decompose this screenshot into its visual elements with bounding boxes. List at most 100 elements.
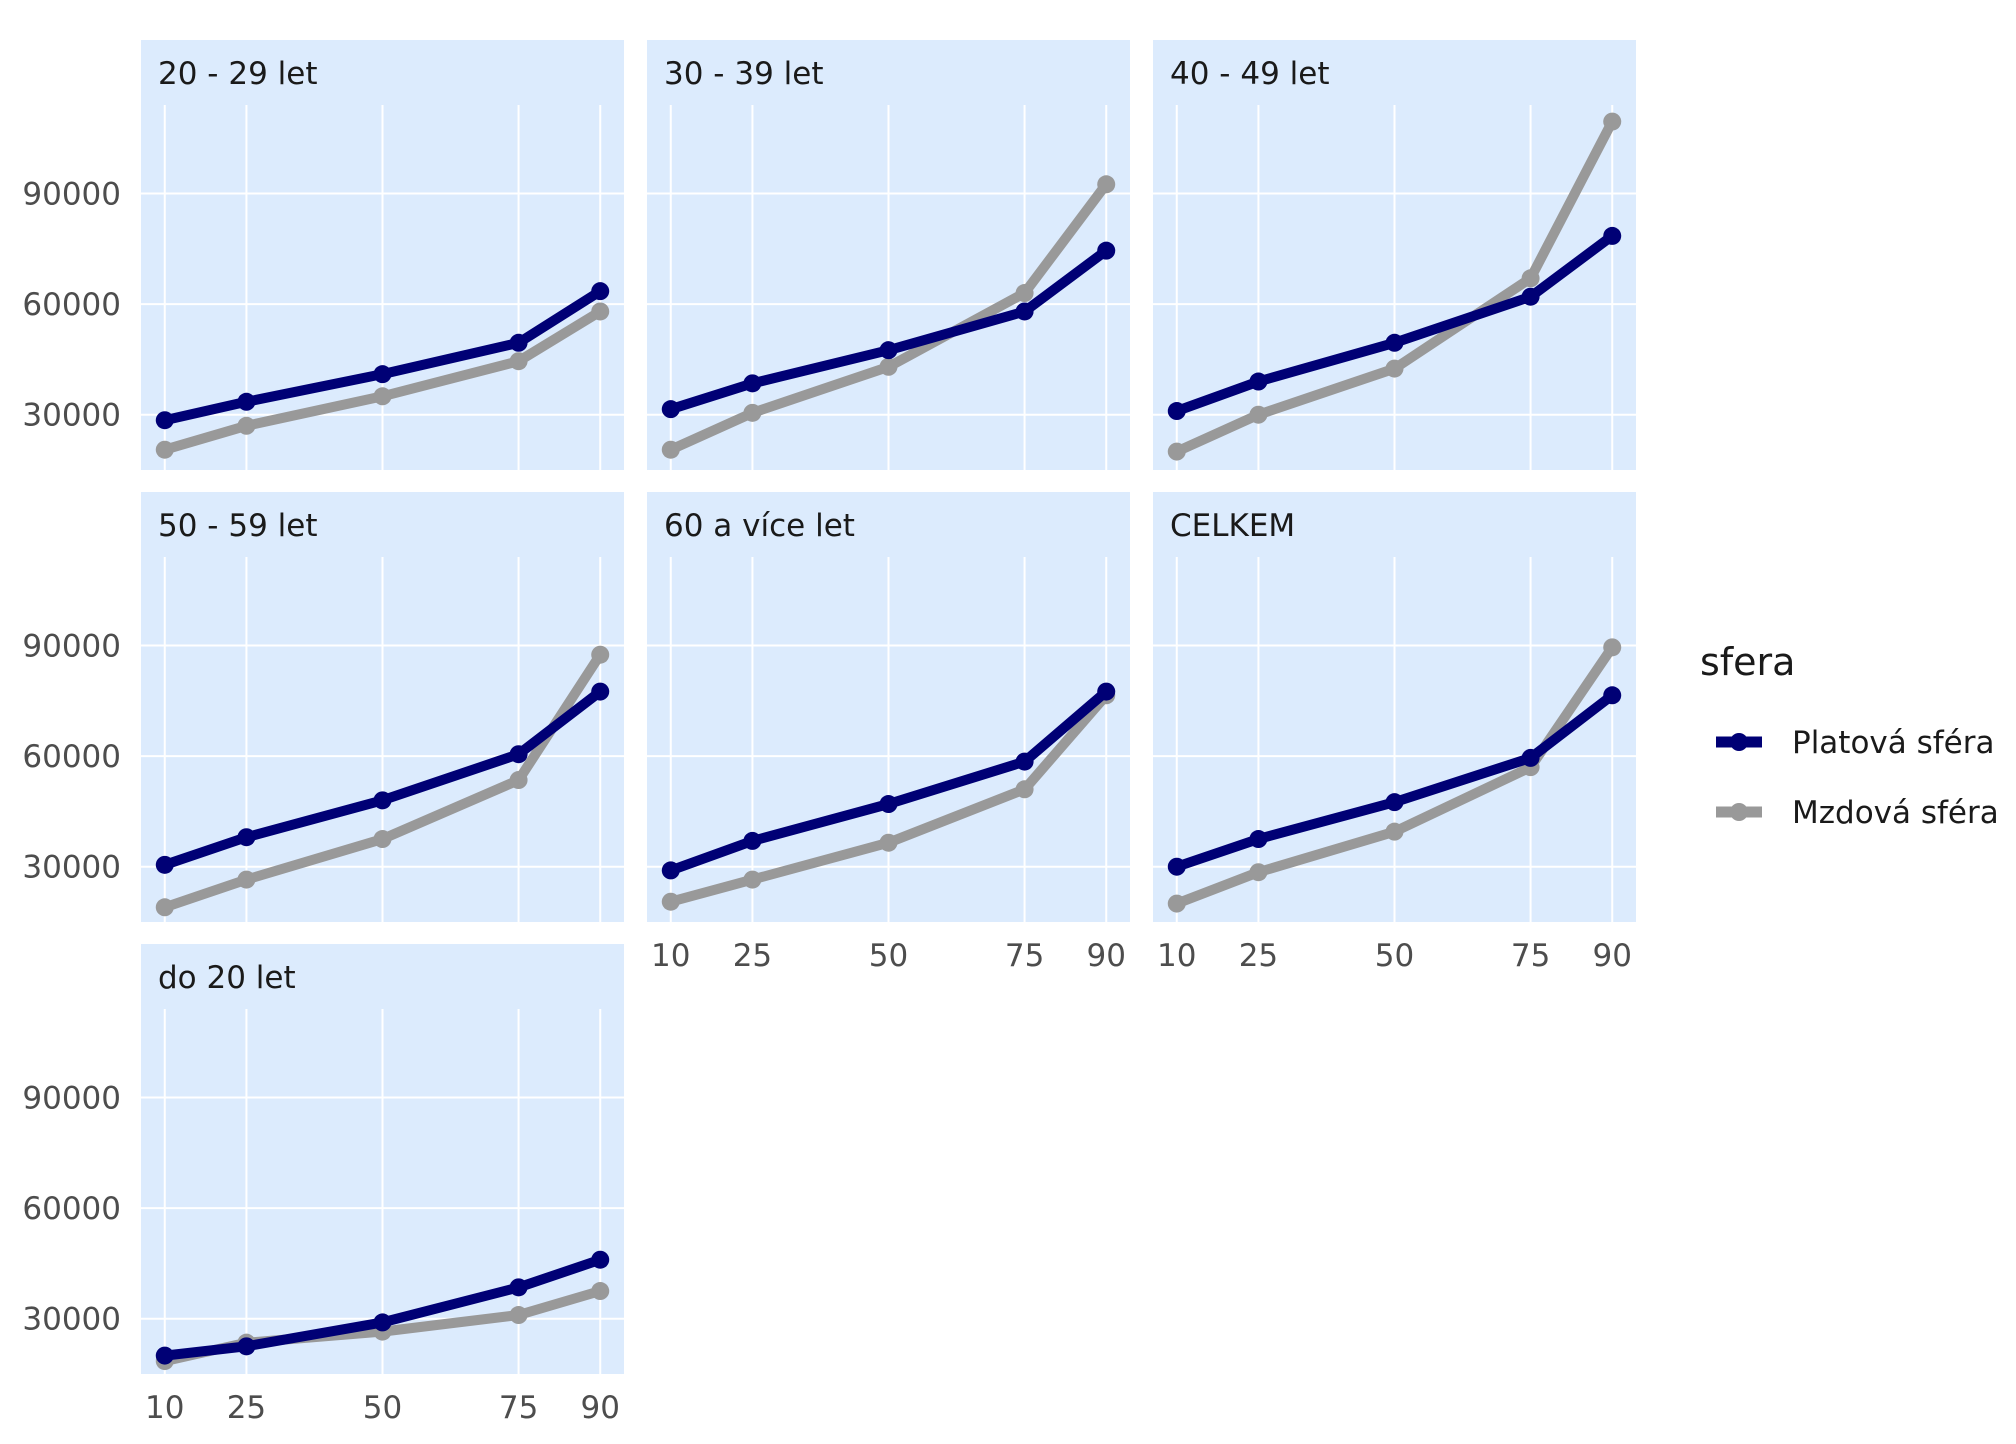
- legend-key-point-platova-sfera: [1730, 733, 1748, 751]
- data-point-platova-sfera: [155, 411, 174, 430]
- data-point-platova-sfera: [237, 1337, 256, 1356]
- x-tick-label: 10: [145, 1390, 184, 1426]
- y-tick-label: 90000: [22, 1080, 121, 1116]
- legend-title: sfera: [1700, 640, 1795, 684]
- data-point-platova-sfera: [661, 400, 680, 419]
- data-point-platova-sfera: [509, 745, 528, 764]
- legend-label-platova-sfera: Platová sféra: [1792, 725, 1995, 761]
- data-point-platova-sfera: [743, 374, 762, 393]
- data-point-mzdova-sfera: [661, 892, 680, 911]
- x-tick-label: 50: [869, 938, 908, 974]
- x-tick-label: 75: [499, 1390, 538, 1426]
- data-point-platova-sfera: [591, 282, 610, 301]
- x-tick-label: 50: [1375, 938, 1414, 974]
- panel-title: 40 - 49 let: [1170, 56, 1329, 92]
- data-point-platova-sfera: [1385, 333, 1404, 352]
- data-point-platova-sfera: [155, 1346, 174, 1365]
- data-point-mzdova-sfera: [1249, 405, 1268, 424]
- y-tick-label: 90000: [22, 628, 121, 664]
- data-point-platova-sfera: [1015, 302, 1034, 321]
- data-point-platova-sfera: [743, 831, 762, 850]
- panel-60-a-vice-let: 60 a více let 10 25 50 75 90: [647, 492, 1130, 974]
- panel-title: 30 - 39 let: [664, 56, 823, 92]
- data-point-mzdova-sfera: [591, 645, 610, 664]
- x-tick-label: 50: [363, 1390, 402, 1426]
- panel-strip: [647, 492, 1130, 557]
- data-point-mzdova-sfera: [743, 870, 762, 889]
- data-point-mzdova-sfera: [1097, 175, 1116, 194]
- data-point-mzdova-sfera: [1603, 112, 1622, 131]
- panel-title: do 20 let: [158, 960, 296, 996]
- y-tick-label: 30000: [22, 398, 121, 434]
- data-point-platova-sfera: [661, 861, 680, 880]
- legend-key-point-mzdova-sfera: [1730, 803, 1748, 821]
- data-point-mzdova-sfera: [1167, 894, 1186, 913]
- panel-strip: [141, 492, 624, 557]
- data-point-mzdova-sfera: [1385, 359, 1404, 378]
- data-point-mzdova-sfera: [373, 830, 392, 849]
- data-point-platova-sfera: [1167, 402, 1186, 421]
- legend-label-mzdova-sfera: Mzdová sféra: [1792, 795, 1999, 831]
- x-tick-label: 75: [1005, 938, 1044, 974]
- data-point-platova-sfera: [1097, 241, 1116, 260]
- data-point-mzdova-sfera: [879, 357, 898, 376]
- data-point-platova-sfera: [1603, 226, 1622, 245]
- data-point-mzdova-sfera: [591, 1282, 610, 1301]
- data-point-mzdova-sfera: [509, 771, 528, 790]
- data-point-platova-sfera: [591, 1250, 610, 1269]
- y-tick-label: 90000: [22, 176, 121, 212]
- data-point-platova-sfera: [373, 365, 392, 384]
- x-tick-label: 10: [1157, 938, 1196, 974]
- data-point-platova-sfera: [373, 791, 392, 810]
- data-point-platova-sfera: [509, 333, 528, 352]
- data-point-platova-sfera: [1521, 748, 1540, 767]
- data-point-mzdova-sfera: [155, 898, 174, 917]
- data-point-platova-sfera: [237, 828, 256, 847]
- data-point-platova-sfera: [1603, 686, 1622, 705]
- panel-30-39-let: 30 - 39 let: [647, 40, 1130, 470]
- panel-title: 20 - 29 let: [158, 56, 317, 92]
- y-tick-label: 60000: [22, 1191, 121, 1227]
- data-point-mzdova-sfera: [237, 416, 256, 435]
- panel-50-59-let: 50 - 59 let 30000 60000 90000: [22, 492, 624, 922]
- data-point-mzdova-sfera: [237, 870, 256, 889]
- data-point-platova-sfera: [1015, 752, 1034, 771]
- panel-title: CELKEM: [1170, 508, 1295, 544]
- data-point-platova-sfera: [1097, 682, 1116, 701]
- data-point-platova-sfera: [373, 1313, 392, 1332]
- panel-title: 50 - 59 let: [158, 508, 317, 544]
- data-point-mzdova-sfera: [1603, 638, 1622, 657]
- x-tick-label: 10: [651, 938, 690, 974]
- data-point-mzdova-sfera: [1015, 284, 1034, 303]
- panel-strip: [1153, 492, 1636, 557]
- panel-strip: [141, 944, 624, 1009]
- y-tick-label: 30000: [22, 850, 121, 886]
- data-point-platova-sfera: [509, 1278, 528, 1297]
- data-point-mzdova-sfera: [661, 440, 680, 459]
- data-point-platova-sfera: [1249, 830, 1268, 849]
- y-tick-label: 60000: [22, 287, 121, 323]
- data-point-mzdova-sfera: [373, 387, 392, 406]
- panel-do-20-let: do 20 let 30000 60000 90000 10 25 50 75 90: [22, 944, 624, 1426]
- data-point-platova-sfera: [1249, 372, 1268, 391]
- data-point-platova-sfera: [1167, 857, 1186, 876]
- data-point-platova-sfera: [591, 682, 610, 701]
- panel-40-49-let: 40 - 49 let: [1153, 40, 1636, 470]
- y-tick-label: 30000: [22, 1302, 121, 1338]
- x-tick-label: 90: [1087, 938, 1126, 974]
- data-point-mzdova-sfera: [591, 302, 610, 321]
- data-point-mzdova-sfera: [1167, 442, 1186, 461]
- x-tick-label: 75: [1511, 938, 1550, 974]
- data-point-mzdova-sfera: [1015, 780, 1034, 799]
- panel-strip: [141, 40, 624, 105]
- data-point-mzdova-sfera: [879, 833, 898, 852]
- x-tick-label: 90: [581, 1390, 620, 1426]
- data-point-mzdova-sfera: [155, 440, 174, 459]
- panel-celkem: CELKEM 10 25 50 75 90: [1153, 492, 1636, 974]
- data-point-platova-sfera: [155, 855, 174, 874]
- x-tick-label: 25: [227, 1390, 266, 1426]
- data-point-mzdova-sfera: [1249, 863, 1268, 882]
- data-point-platova-sfera: [879, 795, 898, 814]
- data-point-platova-sfera: [1521, 287, 1540, 306]
